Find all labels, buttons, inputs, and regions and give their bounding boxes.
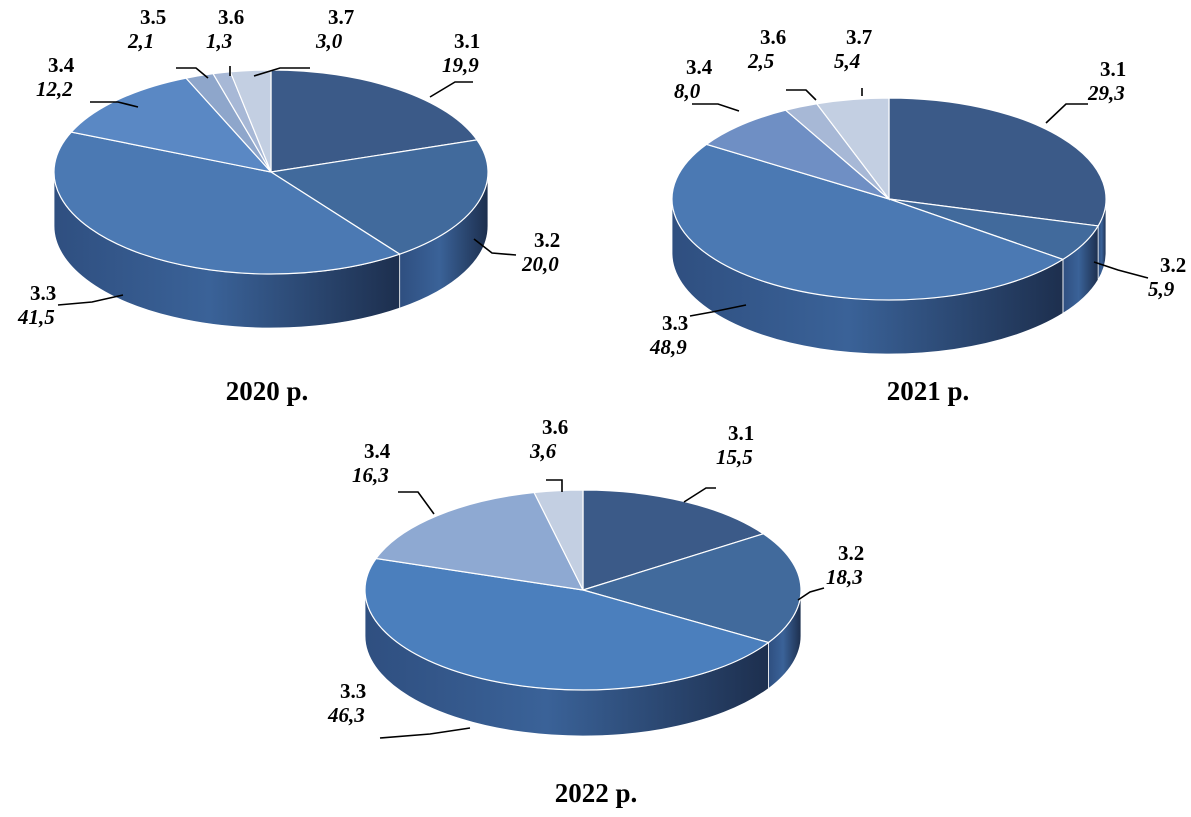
slice-value-3-6: 1,3	[206, 29, 232, 53]
slice-value-3-4: 12,2	[36, 77, 73, 101]
slice-value-3-1: 15,5	[716, 445, 753, 469]
slice-label-3-4: 3.4	[364, 439, 391, 463]
pie-slice-3-3	[671, 143, 1065, 301]
leader-line-3-3	[379, 727, 471, 739]
leader-line-3-5	[176, 67, 209, 79]
slice-value-3-1: 19,9	[442, 53, 479, 77]
leader-line-3-1	[429, 81, 473, 98]
slice-label-3-3: 3.3	[662, 311, 688, 335]
slice-value-3-4: 8,0	[674, 79, 701, 103]
slice-label-3-6: 3.6	[760, 25, 786, 49]
slice-label-3-7: 3.7	[328, 5, 354, 29]
slice-label-3-1: 3.1	[728, 421, 754, 445]
caption-2021: 2021 р.	[887, 376, 970, 406]
slice-label-3-6: 3.6	[542, 415, 568, 439]
pie-slice-3-4	[375, 491, 585, 591]
slice-value-3-3: 46,3	[327, 703, 365, 727]
pie-chart-2020: 3.119,9 3.220,0 3.341,5 3.412,2 3.52,1 3.61,3…	[17, 5, 560, 329]
pie-slices	[671, 97, 1107, 301]
leader-line-3-4	[398, 491, 435, 515]
pie-slice-3-4	[705, 109, 890, 200]
slice-label-3-3: 3.3	[30, 281, 56, 305]
pie-chart-2022: 3.115,5 3.218,3 3.346,3 3.416,3 3.63,6	[327, 415, 864, 739]
slice-label-3-2: 3.2	[838, 541, 864, 565]
slice-label-3-5: 3.5	[140, 5, 166, 29]
slice-label-3-6: 3.6	[218, 5, 244, 29]
leader-line-3-3	[689, 304, 747, 317]
slice-label-3-7: 3.7	[846, 25, 872, 49]
leader-line-3-3	[57, 294, 124, 306]
pie-labels: 3.119,9 3.220,0 3.341,5 3.412,2 3.52,1 3.61,3…	[17, 5, 560, 329]
pie-slice-3-2	[580, 533, 802, 644]
slice-value-3-7: 5,4	[834, 49, 860, 73]
pie-slice-3-2	[269, 139, 489, 255]
slice-value-3-4: 16,3	[352, 463, 389, 487]
slice-value-3-3: 41,5	[17, 305, 55, 329]
leader-line-3-1	[683, 487, 716, 503]
pie-chart-2021: 3.129,3 3.25,9 3.348,9 3.48,0 3.62,5 3.75,4	[649, 25, 1186, 359]
leader-line-3-2	[797, 587, 825, 601]
slice-value-3-2: 5,9	[1148, 277, 1175, 301]
slice-label-3-3: 3.3	[340, 679, 366, 703]
slice-value-3-6: 2,5	[747, 49, 774, 73]
leader-line-3-6	[546, 479, 563, 492]
slice-value-3-6: 3,6	[529, 439, 557, 463]
leader-line-3-7	[253, 67, 310, 77]
caption-2022: 2022 р.	[555, 778, 638, 808]
leader-line-3-2	[473, 238, 517, 256]
pie-slice-3-7	[815, 97, 890, 201]
pie-labels: 3.115,5 3.218,3 3.346,3 3.416,3 3.63,6	[327, 415, 864, 739]
slice-label-3-2: 3.2	[534, 228, 560, 252]
leader-line-3-6	[786, 89, 817, 101]
slice-value-3-2: 20,0	[521, 252, 559, 276]
leader-line-3-1	[1045, 103, 1088, 124]
leader-line-3-4	[90, 101, 139, 108]
pie-slice-3-1	[888, 97, 1107, 227]
pie-slice-3-3	[364, 557, 770, 691]
leader-line-3-2	[1093, 261, 1149, 279]
slice-value-3-5: 2,1	[127, 29, 154, 53]
slice-value-3-7: 3,0	[315, 29, 343, 53]
slice-value-3-2: 18,3	[826, 565, 863, 589]
slice-label-3-1: 3.1	[454, 29, 480, 53]
pie-slices	[53, 69, 489, 275]
slice-value-3-1: 29,3	[1087, 81, 1125, 105]
pie-slice-3-3	[53, 131, 402, 275]
leader-line-3-4	[692, 103, 740, 112]
slice-label-3-1: 3.1	[1100, 57, 1126, 81]
slice-label-3-4: 3.4	[48, 53, 75, 77]
slice-label-3-2: 3.2	[1160, 253, 1186, 277]
slice-label-3-4: 3.4	[686, 55, 713, 79]
pie-slice-3-4	[70, 77, 273, 173]
pie-labels: 3.129,3 3.25,9 3.348,9 3.48,0 3.62,5 3.75,4	[649, 25, 1186, 359]
caption-2020: 2020 р.	[226, 376, 309, 406]
slice-value-3-3: 48,9	[649, 335, 687, 359]
pie-slice-3-6	[533, 489, 584, 591]
pie-slice-3-1	[270, 69, 479, 173]
pie-slices	[364, 489, 802, 691]
